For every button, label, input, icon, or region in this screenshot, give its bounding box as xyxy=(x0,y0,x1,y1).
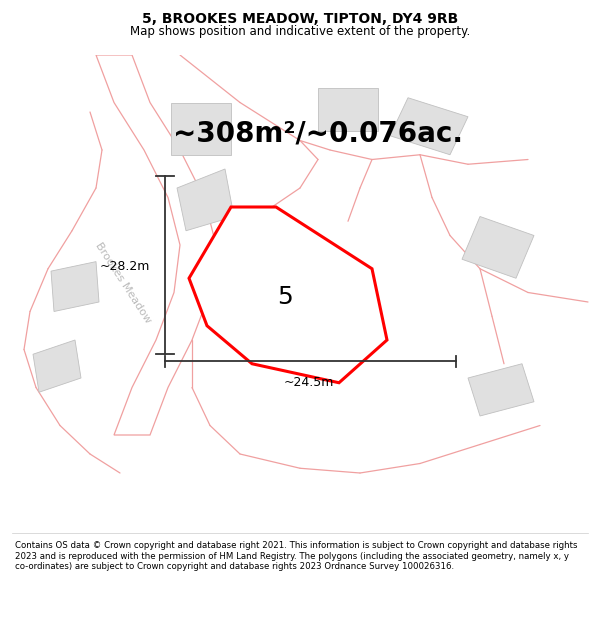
Polygon shape xyxy=(468,364,534,416)
Polygon shape xyxy=(51,262,99,311)
Text: Brookes Meadow: Brookes Meadow xyxy=(93,241,153,325)
Polygon shape xyxy=(171,102,231,155)
Polygon shape xyxy=(96,55,216,435)
Text: 5, BROOKES MEADOW, TIPTON, DY4 9RB: 5, BROOKES MEADOW, TIPTON, DY4 9RB xyxy=(142,12,458,26)
Polygon shape xyxy=(189,207,387,382)
Text: ~308m²/~0.076ac.: ~308m²/~0.076ac. xyxy=(173,119,463,148)
Polygon shape xyxy=(33,340,81,392)
Polygon shape xyxy=(462,216,534,278)
Text: ~24.5m: ~24.5m xyxy=(284,376,334,389)
Polygon shape xyxy=(177,169,234,231)
Text: Contains OS data © Crown copyright and database right 2021. This information is : Contains OS data © Crown copyright and d… xyxy=(15,541,577,571)
Text: ~28.2m: ~28.2m xyxy=(100,260,150,273)
Text: 5: 5 xyxy=(277,285,293,309)
Polygon shape xyxy=(318,88,378,131)
Text: Map shows position and indicative extent of the property.: Map shows position and indicative extent… xyxy=(130,26,470,39)
Polygon shape xyxy=(390,98,468,155)
